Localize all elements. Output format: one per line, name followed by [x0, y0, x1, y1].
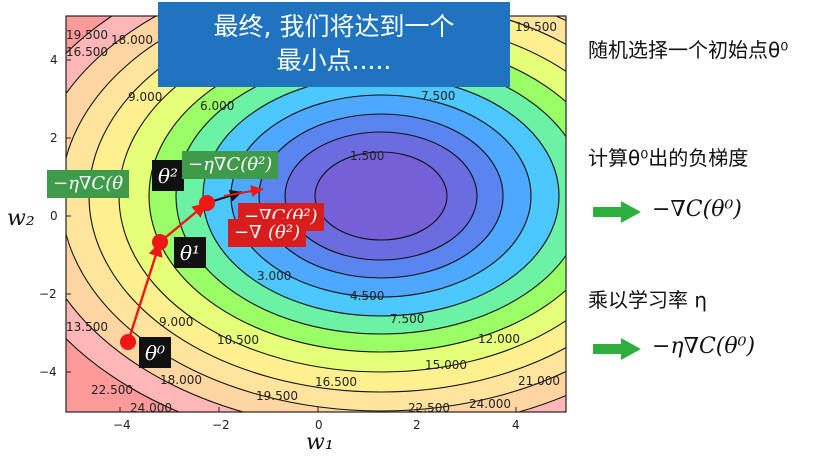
y-tick: −4 — [39, 365, 57, 379]
contour-label: 7.500 — [390, 312, 424, 326]
contour-label: 19.500 — [66, 28, 108, 42]
theta1-label: θ¹ — [174, 237, 207, 268]
point-theta2 — [199, 195, 215, 211]
contour-label: 21.000 — [518, 374, 560, 388]
contour-label: 24.000 — [130, 401, 172, 415]
contour-label: 24.000 — [469, 397, 511, 411]
x-tick: 0 — [315, 418, 323, 432]
contour-label: 7.500 — [421, 89, 455, 103]
contour-label: 1.500 — [350, 149, 384, 163]
contour-label: 4.500 — [350, 289, 384, 303]
x-tick: 4 — [512, 418, 520, 432]
x-tick-labels: −4 −2 0 2 4 — [113, 418, 520, 432]
theta0-label: θ⁰ — [139, 337, 172, 368]
contour-label: 19.500 — [256, 389, 298, 403]
red-gradient-label-2: −∇ — [228, 219, 268, 247]
red-gradient-label-3: (θ²) — [262, 219, 307, 247]
y-tick: 0 — [50, 209, 58, 223]
y-tick: 2 — [50, 131, 58, 145]
green-gradient-label-2: −η∇C(θ²) — [182, 151, 279, 179]
step1-text: 随机选择一个初始点θ⁰ — [588, 38, 789, 62]
x-axis-label: w₁ — [306, 430, 334, 455]
step3-expression: −η∇C(θ⁰) — [652, 334, 756, 359]
point-theta0 — [120, 334, 136, 350]
contour-label: 13.500 — [66, 320, 108, 334]
arrow-right-icon — [591, 336, 643, 362]
contour-label: 15.000 — [425, 358, 467, 372]
contour-label: 3.000 — [257, 269, 291, 283]
y-axis-label: w₂ — [7, 206, 35, 231]
y-tick-labels: 4 2 0 −2 −4 — [39, 53, 58, 379]
axis-ticks — [66, 59, 517, 412]
contour-label: 6.000 — [200, 99, 234, 113]
gradient-path — [120, 185, 264, 350]
contour-label: 22.500 — [91, 383, 133, 397]
point-theta1 — [152, 234, 168, 250]
step-arrow — [159, 202, 208, 243]
banner: 最终, 我们将达到一个 最小点..... — [158, 2, 510, 87]
x-tick: −4 — [113, 418, 131, 432]
y-tick: 4 — [50, 53, 58, 67]
contour-label: 18.000 — [111, 33, 153, 47]
y-tick: −2 — [39, 287, 57, 301]
contour-value-labels: 19.500 18.000 16.500 19.500 7.500 9.000 … — [66, 20, 560, 415]
arrow-right-icon — [591, 199, 643, 225]
theta2-label: θ² — [152, 160, 185, 191]
step-arrow — [126, 241, 163, 343]
x-tick: 2 — [413, 418, 421, 432]
banner-line1: 最终, 我们将达到一个 — [213, 12, 455, 41]
contour-label: 9.000 — [128, 90, 162, 104]
green-gradient-label-1: −η∇C(θ — [47, 170, 130, 198]
step2-expression: −∇C(θ⁰) — [652, 197, 742, 222]
contour-label: 10.500 — [217, 333, 259, 347]
contour-label: 12.000 — [478, 332, 520, 346]
contour-label: 18.000 — [160, 373, 202, 387]
step3-text: 乘以学习率 η — [588, 288, 708, 312]
banner-line2: 最小点..... — [276, 46, 392, 75]
contour-label: 9.000 — [159, 315, 193, 329]
contour-label: 22.500 — [408, 401, 450, 415]
contour-label: 19.500 — [515, 20, 557, 34]
step2-text: 计算θ⁰出的负梯度 — [588, 146, 749, 170]
contour-label: 16.500 — [66, 45, 108, 59]
direction-arrow — [223, 185, 264, 198]
x-tick: −2 — [212, 418, 230, 432]
contour-label: 16.500 — [315, 375, 357, 389]
